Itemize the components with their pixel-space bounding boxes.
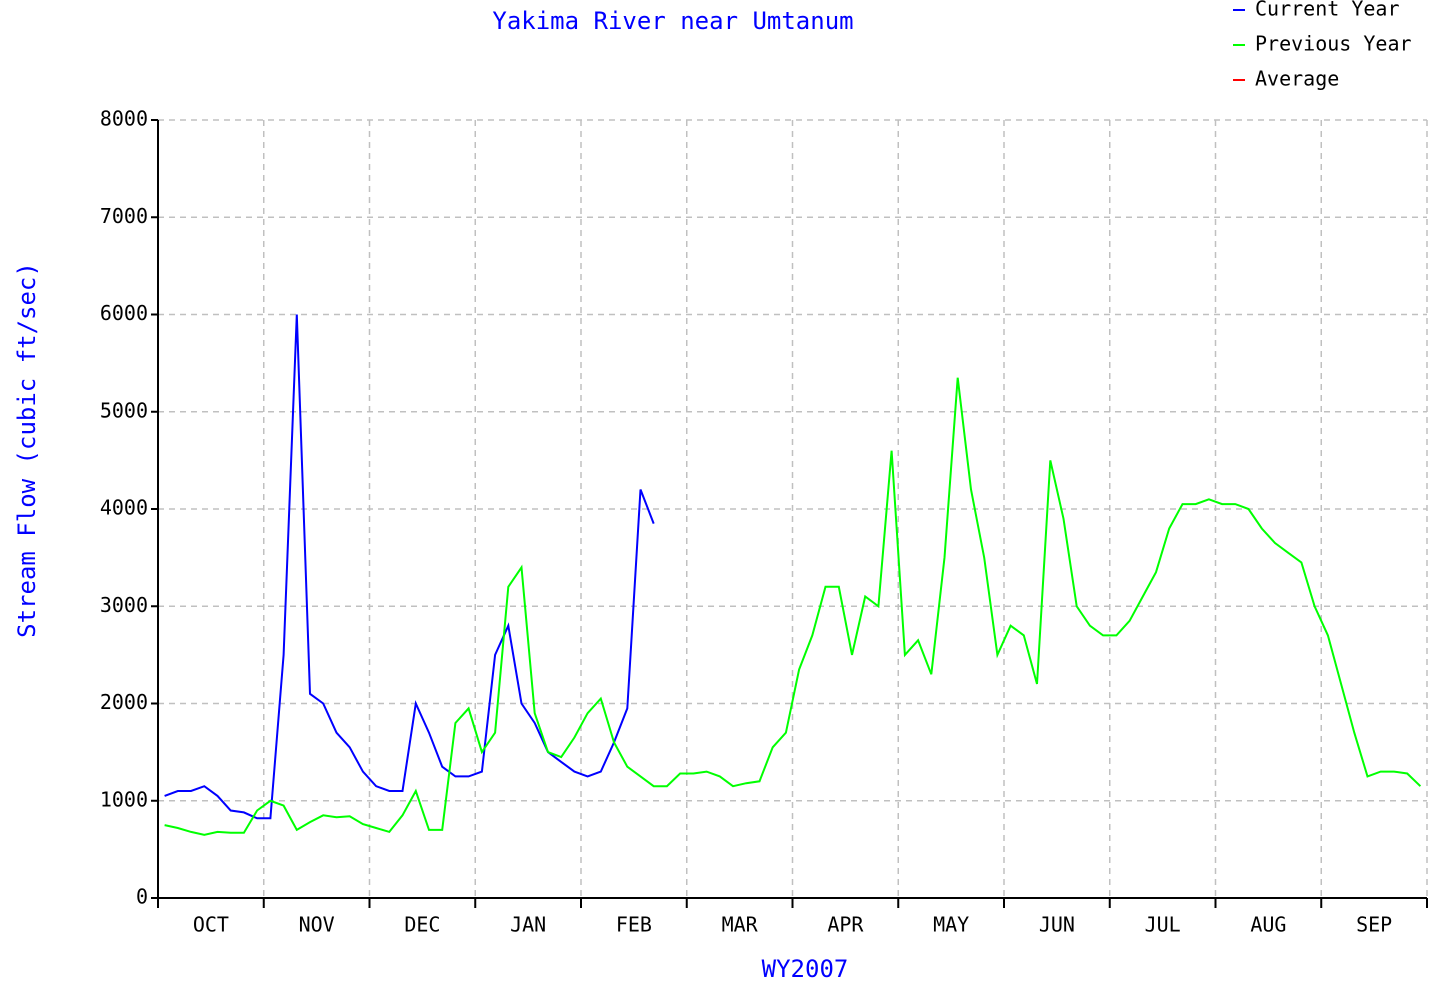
y-tick-label: 5000	[100, 398, 148, 422]
x-tick-label: NOV	[299, 913, 335, 937]
y-tick-label: 4000	[100, 496, 148, 520]
y-tick-label: 2000	[100, 690, 148, 714]
x-tick-label: JAN	[510, 913, 546, 937]
y-tick-label: 0	[136, 885, 148, 909]
chart-title: Yakima River near Umtanum	[492, 7, 853, 35]
x-tick-label: JUN	[1039, 913, 1075, 937]
y-axis-label: Stream Flow (cubic ft/sec)	[13, 262, 41, 638]
x-tick-label: MAY	[933, 913, 969, 937]
x-tick-label: DEC	[404, 913, 440, 937]
series-line	[164, 377, 1422, 836]
x-tick-label: APR	[827, 913, 864, 937]
x-tick-label: SEP	[1356, 913, 1392, 937]
x-tick-label: MAR	[722, 913, 759, 937]
y-tick-label: 7000	[100, 204, 148, 228]
y-tick-label: 8000	[100, 107, 148, 131]
x-tick-label: AUG	[1250, 913, 1286, 937]
legend-label: Current Year	[1255, 0, 1400, 21]
legend-label: Previous Year	[1255, 32, 1412, 56]
x-tick-label: JUL	[1145, 913, 1181, 937]
y-tick-label: 6000	[100, 301, 148, 325]
legend-label: Average	[1255, 67, 1339, 91]
x-tick-label: OCT	[193, 913, 229, 937]
series-line	[164, 314, 655, 820]
y-tick-label: 1000	[100, 787, 148, 811]
x-axis-label: WY2007	[762, 955, 849, 983]
x-tick-label: FEB	[616, 913, 652, 937]
y-tick-label: 3000	[100, 593, 148, 617]
